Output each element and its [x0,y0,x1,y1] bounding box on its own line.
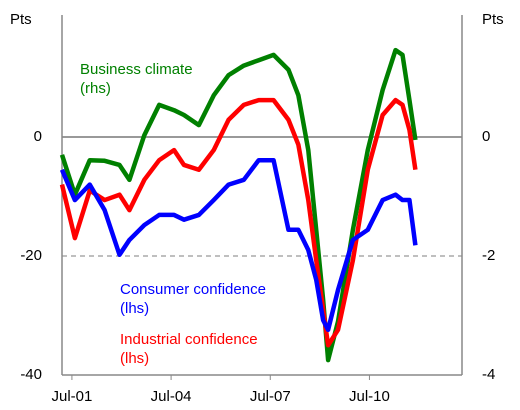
annotation: Business climate (rhs) [80,61,193,97]
annotation-line: Business climate [80,61,193,78]
x-tick-label: Jul-07 [250,388,291,405]
annotation-line: (lhs) [120,350,149,367]
annotation: Industrial confidence (lhs) [120,331,258,367]
series-line [59,47,418,363]
annotation-line: Industrial confidence [120,331,258,348]
annotation-line: (lhs) [120,300,149,317]
annotation-line: Consumer confidence [120,281,266,298]
annotation: Consumer confidence (lhs) [120,281,266,317]
y2-tick-label: -4 [482,366,495,383]
y-tick-label: 0 [34,128,42,145]
y2-tick-label: -2 [482,247,495,264]
x-tick-label: Jul-04 [151,388,192,405]
series-line [59,97,418,348]
y2-axis-label: Pts [482,11,504,28]
y-tick-label: -40 [20,366,42,383]
annotation-line: (rhs) [80,80,111,97]
x-tick-label: Jul-01 [51,388,92,405]
y2-tick-label: 0 [482,128,490,145]
x-tick-label: Jul-10 [349,388,390,405]
y-axis-label: Pts [10,11,32,28]
y-tick-label: -20 [20,247,42,264]
series-line [59,157,418,333]
